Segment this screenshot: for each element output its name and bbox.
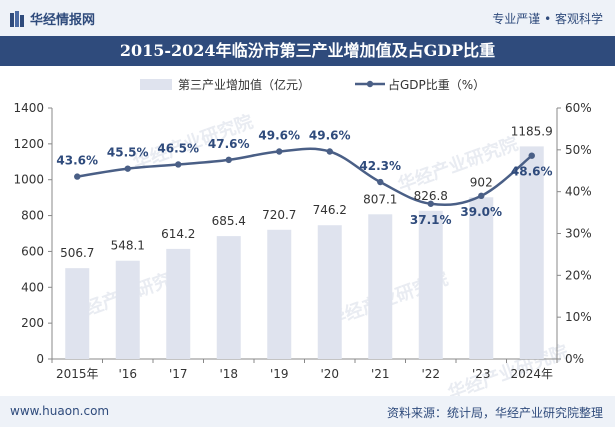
y-left-tick-label: 0 — [36, 352, 44, 366]
bar — [216, 236, 241, 359]
brand: 华经情报网 — [10, 9, 95, 28]
line-point — [427, 200, 434, 207]
line-point — [124, 165, 131, 172]
legend-bar-label: 第三产业增加值（亿元） — [178, 77, 310, 92]
bar-value-label: 746.2 — [313, 203, 347, 217]
bar — [115, 260, 140, 359]
y-right-tick-label: 50% — [565, 143, 592, 157]
y-right-tick-label: 40% — [565, 185, 592, 199]
x-tick-label: 2024年 — [510, 367, 553, 381]
bar-value-label: 506.7 — [60, 246, 94, 260]
chart-title: 2015-2024年临汾市第三产业增加值及占GDP比重 — [0, 36, 615, 66]
watermark-1: 华经产业研究院 — [395, 132, 521, 196]
line-value-label: 43.6% — [56, 154, 98, 168]
bar-value-label: 720.7 — [262, 208, 296, 222]
line-point — [478, 192, 485, 200]
legend-bar-swatch — [140, 79, 172, 90]
bar-value-label: 614.2 — [161, 227, 195, 241]
line-value-label: 49.6% — [309, 129, 351, 143]
legend-line-label: 占GDP比重（%） — [388, 77, 485, 92]
x-tick-label: '23 — [472, 367, 491, 381]
footer: www.huaon.com 资料来源：统计局，华经产业研究院整理 — [0, 396, 615, 427]
line-point — [326, 148, 333, 155]
bar-series — [65, 146, 544, 359]
line-value-label: 48.6% — [511, 165, 553, 179]
bar-value-label: 807.1 — [363, 192, 397, 206]
x-tick-label: '16 — [118, 367, 137, 381]
legend-line-marker — [366, 80, 374, 88]
x-tick-label: '20 — [320, 367, 339, 381]
x-tick-label: '18 — [219, 367, 238, 381]
line-value-label: 49.6% — [258, 129, 300, 143]
line-point — [74, 173, 81, 180]
x-tick-label: 2015年 — [56, 367, 99, 381]
brand-logo-icon — [10, 10, 24, 27]
line-point — [175, 161, 182, 168]
bar-value-label: 685.4 — [212, 214, 246, 228]
line-value-label: 39.0% — [460, 205, 502, 219]
y-left-tick-label: 1400 — [13, 101, 44, 115]
bar-value-label: 1185.9 — [511, 124, 553, 138]
y-right-tick-label: 20% — [565, 268, 592, 282]
slogan: 专业严谨 • 客观科学 — [492, 12, 603, 26]
bar-value-label: 548.1 — [111, 239, 145, 253]
line-value-label: 42.3% — [359, 159, 401, 173]
bar — [469, 197, 494, 359]
x-tick-label: '22 — [421, 367, 440, 381]
bar — [368, 214, 393, 359]
y-right-tick-label: 0% — [565, 352, 584, 366]
line-value-label: 47.6% — [208, 137, 250, 151]
bar — [65, 268, 90, 359]
x-tick-label: '17 — [169, 367, 188, 381]
line-series — [74, 147, 535, 207]
x-tick-label: '19 — [270, 367, 289, 381]
y-right-tick-label: 30% — [565, 227, 592, 241]
line-value-label: 45.5% — [107, 146, 149, 160]
brand-name: 华经情报网 — [30, 13, 96, 28]
line-value-label: 37.1% — [410, 213, 452, 227]
bar — [519, 146, 544, 359]
footer-source: 资料来源：统计局，华经产业研究院整理 — [386, 406, 603, 420]
footer-url: www.huaon.com — [10, 404, 110, 418]
line-point — [225, 156, 232, 164]
top-bar: 华经情报网 专业严谨 • 客观科学 — [0, 0, 615, 36]
line-point — [276, 148, 283, 155]
y-right-tick-label: 10% — [565, 310, 592, 324]
axes: 0 200 400 600 800 1000 1200 1400 0% 10% 20% 30% 40% 5… — [13, 101, 591, 381]
line-point — [377, 178, 384, 186]
y-right-tick-label: 60% — [565, 101, 592, 115]
line-point — [528, 152, 535, 159]
legend: 第三产业增加值（亿元） 占GDP比重（%） — [140, 77, 485, 92]
chart: 华经产业研究院华经产业研究院华经产业研究院华经产业研究院华经产业研究院 第三产业… — [13, 77, 591, 396]
share-line — [77, 147, 533, 207]
bar — [267, 229, 292, 359]
line-value-label: 46.5% — [157, 141, 199, 155]
y-left-tick-label: 1000 — [13, 173, 44, 187]
data-labels: 506.7 548.1 614.2 685.4 720.7 746.2 807.1 826.8… — [56, 124, 552, 260]
y-left-tick-label: 400 — [21, 280, 44, 294]
y-left-tick-label: 800 — [21, 209, 44, 223]
bar — [317, 225, 342, 359]
x-tick-label: '21 — [371, 367, 390, 381]
y-left-tick-label: 1200 — [13, 137, 44, 151]
y-left-tick-label: 600 — [21, 244, 44, 258]
bar-value-label: 826.8 — [414, 189, 448, 203]
y-left-tick-label: 200 — [21, 316, 44, 330]
bar — [166, 248, 191, 359]
bar-value-label: 902 — [470, 175, 493, 189]
bar — [418, 210, 443, 359]
